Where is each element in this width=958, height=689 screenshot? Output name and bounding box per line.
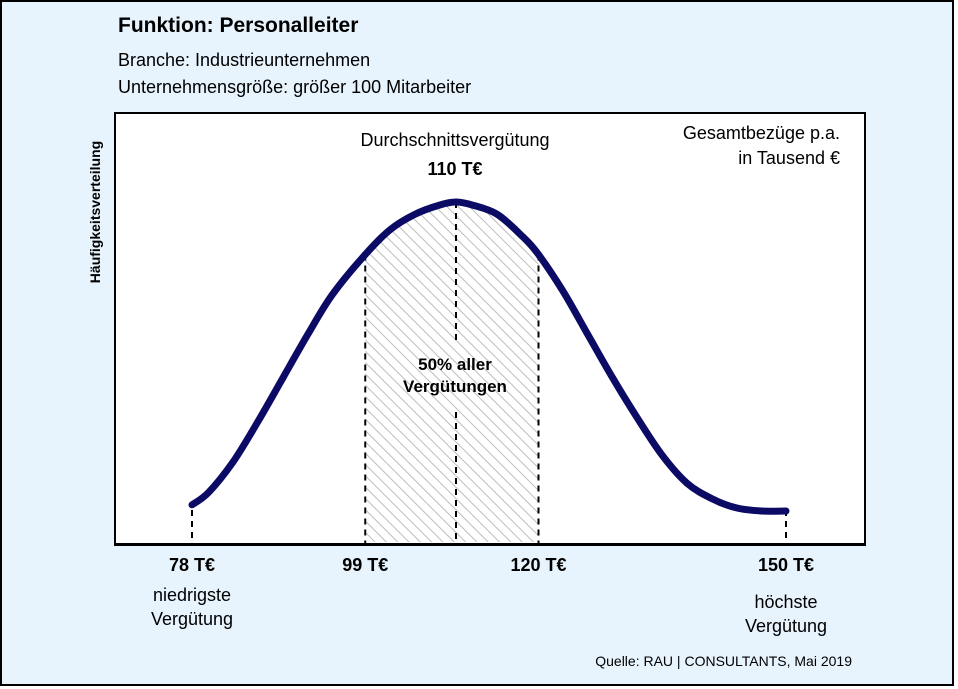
chart-subtitle-company-size: Unternehmensgröße: größer 100 Mitarbeite… bbox=[118, 77, 472, 97]
unit-note-line2: in Tausend € bbox=[738, 148, 840, 168]
lowest-note-line1: niedrigste bbox=[152, 585, 232, 605]
tick-label-150: 150 T€ bbox=[757, 555, 815, 575]
lowest-note-line2: Vergütung bbox=[150, 609, 234, 629]
distribution-curve bbox=[188, 198, 790, 515]
chart-svg bbox=[188, 198, 790, 543]
source-note: Quelle: RAU | CONSULTANTS, Mai 2019 bbox=[595, 653, 852, 669]
highest-note-line2: Vergütung bbox=[744, 616, 828, 636]
average-value-label: 110 T€ bbox=[427, 159, 483, 179]
y-axis-label: Häufigkeitsverteilung bbox=[87, 140, 103, 284]
plot-area bbox=[114, 112, 866, 546]
shaded-range-area bbox=[365, 202, 539, 542]
tick-label-78: 78 T€ bbox=[168, 555, 216, 575]
shaded-range-label-line1: 50% aller bbox=[418, 355, 492, 374]
chart-subtitle-industry: Branche: Industrieunternehmen bbox=[118, 50, 371, 70]
highest-note-line1: höchste bbox=[754, 592, 818, 612]
shaded-range-label-line2: Vergütungen bbox=[403, 377, 507, 396]
tick-label-120: 120 T€ bbox=[510, 555, 567, 575]
chart-title: Funktion: Personalleiter bbox=[118, 14, 359, 37]
tick-label-99: 99 T€ bbox=[342, 555, 389, 575]
average-label: Durchschnittsvergütung bbox=[360, 130, 550, 150]
unit-note-line1: Gesamtbezüge p.a. bbox=[682, 123, 840, 143]
